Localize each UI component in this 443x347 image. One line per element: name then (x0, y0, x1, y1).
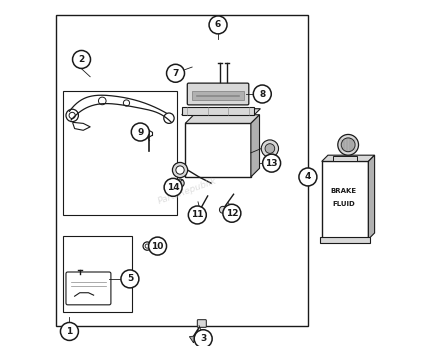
Circle shape (338, 134, 358, 155)
Polygon shape (185, 115, 260, 124)
Circle shape (223, 204, 241, 222)
Polygon shape (182, 109, 260, 115)
Text: 8: 8 (259, 90, 265, 99)
Circle shape (176, 166, 184, 174)
Text: 4: 4 (305, 172, 311, 181)
FancyBboxPatch shape (182, 107, 254, 115)
Circle shape (219, 206, 226, 213)
Circle shape (164, 178, 182, 196)
Circle shape (253, 85, 271, 103)
Text: BRAKE: BRAKE (330, 188, 357, 194)
FancyBboxPatch shape (185, 124, 251, 177)
Text: 13: 13 (265, 159, 278, 168)
FancyBboxPatch shape (197, 320, 206, 327)
Text: 14: 14 (167, 183, 179, 192)
Text: 10: 10 (152, 242, 164, 251)
FancyBboxPatch shape (320, 237, 370, 243)
Circle shape (73, 50, 90, 68)
Circle shape (265, 144, 275, 153)
Circle shape (299, 168, 317, 186)
Circle shape (188, 206, 206, 224)
Circle shape (341, 138, 355, 152)
Circle shape (148, 237, 167, 255)
Text: 12: 12 (225, 209, 238, 218)
FancyBboxPatch shape (66, 272, 111, 305)
FancyBboxPatch shape (187, 83, 249, 105)
Text: 2: 2 (78, 55, 85, 64)
Circle shape (192, 211, 200, 219)
Text: 11: 11 (191, 211, 203, 219)
Text: 9: 9 (137, 128, 144, 136)
Text: 6: 6 (215, 20, 221, 29)
Circle shape (60, 322, 78, 340)
FancyBboxPatch shape (322, 161, 369, 239)
Circle shape (209, 16, 227, 34)
Polygon shape (369, 155, 375, 239)
Text: 3: 3 (200, 334, 206, 343)
Circle shape (263, 154, 280, 172)
Text: FLUID: FLUID (332, 201, 355, 207)
Circle shape (131, 123, 149, 141)
Text: 5: 5 (127, 274, 133, 283)
Circle shape (172, 162, 188, 178)
Polygon shape (251, 115, 260, 177)
FancyBboxPatch shape (192, 91, 244, 100)
Circle shape (121, 270, 139, 288)
Circle shape (176, 179, 184, 187)
Text: 1: 1 (66, 327, 73, 336)
Circle shape (194, 330, 212, 347)
Polygon shape (189, 336, 195, 343)
Text: 7: 7 (172, 69, 179, 78)
FancyBboxPatch shape (334, 156, 357, 161)
Polygon shape (322, 155, 375, 161)
Circle shape (261, 140, 279, 157)
Text: PartsRepublik: PartsRepublik (156, 176, 218, 206)
Circle shape (167, 64, 185, 82)
